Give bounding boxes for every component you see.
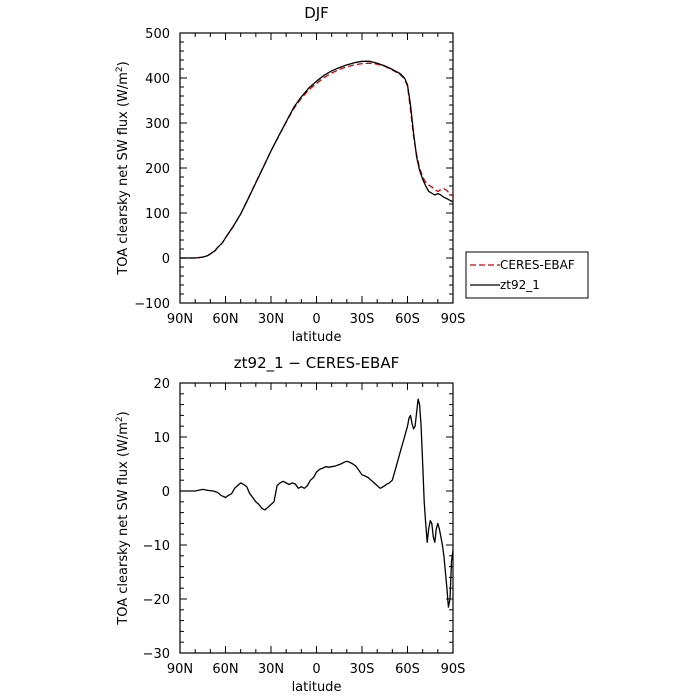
x-tick-label: 90S: [441, 662, 466, 677]
y-axis-label-main: TOA clearsky net SW flux (W/m: [116, 72, 131, 276]
x-axis-label: latitude: [292, 680, 342, 695]
y-tick-label: 100: [145, 207, 170, 222]
y-tick-label: 300: [145, 117, 170, 132]
x-tick-label: 30S: [350, 312, 375, 327]
y-axis-label: TOA clearsky net SW flux (W/m2): [115, 61, 131, 275]
legend-label: CERES-EBAF: [500, 258, 575, 272]
y-axis-label-sup: 2: [115, 416, 125, 422]
y-axis-label-close: ): [116, 61, 131, 66]
x-tick-label: 0: [312, 662, 320, 677]
x-tick-label: 30S: [350, 662, 375, 677]
x-tick-label: 60S: [395, 662, 420, 677]
series-line-difference: [180, 398, 453, 608]
x-tick-label: 0: [312, 312, 320, 327]
chart-panel-2: zt92_1 − CERES-EBAF 90N 60N 30N 0 30S 60S 90S −3…: [115, 354, 465, 695]
y-tick-label: 200: [145, 162, 170, 177]
legend-box: [465, 251, 589, 299]
x-tick-label: 90S: [441, 312, 466, 327]
series-line-ceres-ebaf: [180, 62, 453, 259]
chart-title: zt92_1 − CERES-EBAF: [234, 354, 399, 373]
x-tick-label: 90N: [167, 312, 193, 327]
chart-panel-1: DJF 90N 60N 30N 0 30S 60S 90S −100 0 100 200 300 400 5…: [115, 4, 589, 345]
plot-frame: [179, 32, 454, 304]
y-tick-label: 20: [153, 377, 170, 392]
legend: CERES-EBAF zt92_1: [465, 251, 589, 299]
x-tick-label: 30N: [258, 662, 284, 677]
x-tick-label: 60N: [212, 312, 238, 327]
x-tick-label: 30N: [258, 312, 284, 327]
y-tick-label: 10: [153, 431, 170, 446]
chart-title: DJF: [304, 4, 329, 22]
x-tick-label: 60S: [395, 312, 420, 327]
y-tick-label: 0: [162, 485, 170, 500]
y-tick-label: 400: [145, 72, 170, 87]
x-tick-label: 60N: [212, 662, 238, 677]
y-tick-label: −20: [143, 593, 170, 608]
y-tick-label: 0: [162, 252, 170, 267]
y-axis-label: TOA clearsky net SW flux (W/m2): [115, 411, 131, 625]
y-axis-label-main: TOA clearsky net SW flux (W/m: [116, 422, 131, 626]
x-axis-label: latitude: [292, 330, 342, 345]
y-tick-label: 500: [145, 27, 170, 42]
legend-label: zt92_1: [500, 278, 540, 292]
series-line-zt92-1: [180, 60, 453, 259]
y-tick-label: −30: [143, 647, 170, 662]
y-tick-label: −100: [134, 297, 170, 312]
y-axis-label-close: ): [116, 411, 131, 416]
y-tick-label: −10: [143, 539, 170, 554]
y-axis-label-sup: 2: [115, 66, 125, 72]
x-tick-label: 90N: [167, 662, 193, 677]
